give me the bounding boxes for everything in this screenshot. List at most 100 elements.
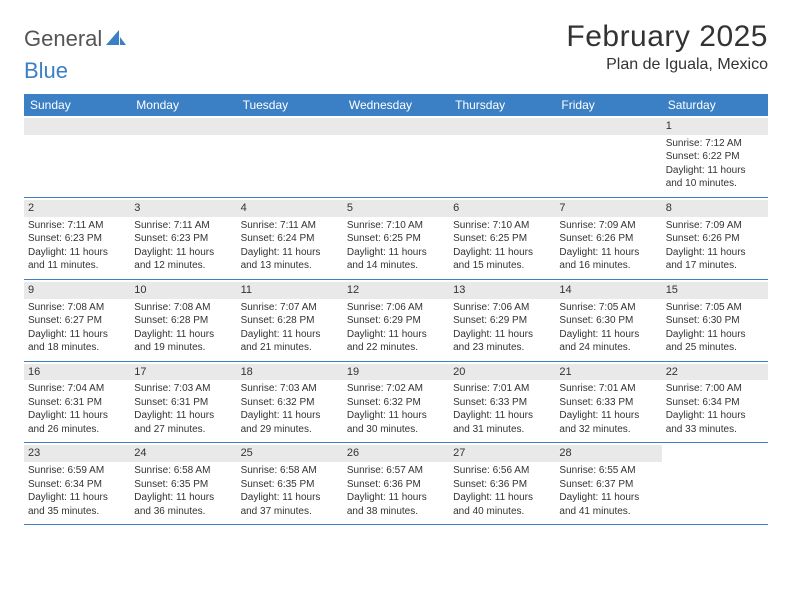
- day1-line: Daylight: 11 hours: [559, 246, 657, 260]
- sunrise-line: Sunrise: 7:06 AM: [347, 301, 445, 315]
- sunset-line: Sunset: 6:32 PM: [241, 396, 339, 410]
- day2-line: and 11 minutes.: [28, 259, 126, 273]
- day2-line: and 16 minutes.: [559, 259, 657, 273]
- day-number: 3: [130, 200, 236, 217]
- sunrise-line: Sunrise: 7:00 AM: [666, 382, 764, 396]
- day-cell: 28Sunrise: 6:55 AMSunset: 6:37 PMDayligh…: [555, 443, 661, 524]
- day2-line: and 22 minutes.: [347, 341, 445, 355]
- day-number: 11: [237, 282, 343, 299]
- day2-line: and 27 minutes.: [134, 423, 232, 437]
- day-number: 27: [449, 445, 555, 462]
- sunrise-line: Sunrise: 6:56 AM: [453, 464, 551, 478]
- day-cell: 11Sunrise: 7:07 AMSunset: 6:28 PMDayligh…: [237, 280, 343, 361]
- sunrise-line: Sunrise: 7:08 AM: [28, 301, 126, 315]
- sunset-line: Sunset: 6:24 PM: [241, 232, 339, 246]
- day1-line: Daylight: 11 hours: [347, 491, 445, 505]
- day2-line: and 24 minutes.: [559, 341, 657, 355]
- day2-line: and 18 minutes.: [28, 341, 126, 355]
- day-cell: 16Sunrise: 7:04 AMSunset: 6:31 PMDayligh…: [24, 362, 130, 443]
- day1-line: Daylight: 11 hours: [453, 491, 551, 505]
- brand-part2: Blue: [24, 58, 68, 84]
- sunrise-line: Sunrise: 7:12 AM: [666, 137, 764, 151]
- day-number: 21: [555, 364, 661, 381]
- sunrise-line: Sunrise: 7:06 AM: [453, 301, 551, 315]
- week-row: 23 Sunrise: 6:59 AMSunset: 6:34 PM Dayligh…: [24, 443, 768, 525]
- day-cell: 21Sunrise: 7:01 AMSunset: 6:33 PMDayligh…: [555, 362, 661, 443]
- day1-line: Daylight: 11 hours: [241, 491, 339, 505]
- sunset-line: Sunset: 6:23 PM: [28, 232, 126, 246]
- day-number: 20: [449, 364, 555, 381]
- day2-line: and 35 minutes.: [28, 505, 126, 519]
- sunrise-line: Sunrise: 7:04 AM: [28, 382, 126, 396]
- day-cell: 2Sunrise: 7:11 AMSunset: 6:23 PMDaylight…: [24, 198, 130, 279]
- sunset-line: Sunset: 6:34 PM: [28, 478, 126, 492]
- day1-line: Daylight: 11 hours: [666, 164, 764, 178]
- day1-line: Daylight: 11 hours: [134, 246, 232, 260]
- sunrise-line: Sunrise: 6:57 AM: [347, 464, 445, 478]
- sunrise-line: Sunrise: 7:03 AM: [134, 382, 232, 396]
- day-cell: 14Sunrise: 7:05 AMSunset: 6:30 PMDayligh…: [555, 280, 661, 361]
- month-title: February 2025: [566, 20, 768, 54]
- weekday-wed: Wednesday: [343, 94, 449, 116]
- calendar-page: General February 2025 Plan de Iguala, Me…: [0, 0, 792, 545]
- day-cell: 23Sunrise: 6:59 AMSunset: 6:34 PMDayligh…: [24, 443, 130, 524]
- sunset-line: Sunset: 6:27 PM: [28, 314, 126, 328]
- day1-line: Daylight: 11 hours: [453, 409, 551, 423]
- sunrise-line: Sunrise: 7:10 AM: [347, 219, 445, 233]
- sunrise-line: Sunrise: 7:08 AM: [134, 301, 232, 315]
- day-cell: 20Sunrise: 7:01 AMSunset: 6:33 PMDayligh…: [449, 362, 555, 443]
- calendar-grid: Sunday Monday Tuesday Wednesday Thursday…: [24, 94, 768, 525]
- sunset-line: Sunset: 6:28 PM: [134, 314, 232, 328]
- weekday-fri: Friday: [555, 94, 661, 116]
- day-cell: 18Sunrise: 7:03 AMSunset: 6:32 PMDayligh…: [237, 362, 343, 443]
- day-number: 26: [343, 445, 449, 462]
- day2-line: and 19 minutes.: [134, 341, 232, 355]
- sunrise-line: Sunrise: 7:03 AM: [241, 382, 339, 396]
- day2-line: and 10 minutes.: [666, 177, 764, 191]
- sunset-line: Sunset: 6:36 PM: [453, 478, 551, 492]
- weeks-container: 1Sunrise: 7:12 AMSunset: 6:22 PMDaylight…: [24, 116, 768, 525]
- day-number: 13: [449, 282, 555, 299]
- sunset-line: Sunset: 6:26 PM: [666, 232, 764, 246]
- day1-line: Daylight: 11 hours: [241, 246, 339, 260]
- sunset-line: Sunset: 6:35 PM: [241, 478, 339, 492]
- day-cell: 17Sunrise: 7:03 AMSunset: 6:31 PMDayligh…: [130, 362, 236, 443]
- week-row: 1Sunrise: 7:12 AMSunset: 6:22 PMDaylight…: [24, 116, 768, 198]
- day1-line: Daylight: 11 hours: [559, 409, 657, 423]
- day1-line: Daylight: 11 hours: [559, 328, 657, 342]
- day-number: 16: [24, 364, 130, 381]
- day-cell: [343, 116, 449, 197]
- day-number: [24, 118, 130, 135]
- day2-line: and 31 minutes.: [453, 423, 551, 437]
- day2-line: and 25 minutes.: [666, 341, 764, 355]
- sunrise-line: Sunrise: 7:01 AM: [559, 382, 657, 396]
- day-cell: 8Sunrise: 7:09 AMSunset: 6:26 PMDaylight…: [662, 198, 768, 279]
- weekday-sun: Sunday: [24, 94, 130, 116]
- day1-line: Daylight: 11 hours: [241, 409, 339, 423]
- day-cell: [555, 116, 661, 197]
- brand-logo: General: [24, 26, 128, 52]
- day-cell: 10Sunrise: 7:08 AMSunset: 6:28 PMDayligh…: [130, 280, 236, 361]
- day2-line: and 23 minutes.: [453, 341, 551, 355]
- day1-line: Daylight: 11 hours: [453, 246, 551, 260]
- sunset-line: Sunset: 6:28 PM: [241, 314, 339, 328]
- day-cell: 6Sunrise: 7:10 AMSunset: 6:25 PMDaylight…: [449, 198, 555, 279]
- day-number: 23: [24, 445, 130, 462]
- sunrise-line: Sunrise: 6:59 AM: [28, 464, 126, 478]
- day1-line: Daylight: 11 hours: [666, 246, 764, 260]
- week-row: 9Sunrise: 7:08 AMSunset: 6:27 PMDaylight…: [24, 280, 768, 362]
- sunset-line: Sunset: 6:23 PM: [134, 232, 232, 246]
- day-cell: 26Sunrise: 6:57 AMSunset: 6:36 PMDayligh…: [343, 443, 449, 524]
- day2-line: and 41 minutes.: [559, 505, 657, 519]
- day1-line: Daylight: 11 hours: [134, 491, 232, 505]
- day-number: 18: [237, 364, 343, 381]
- day2-line: and 30 minutes.: [347, 423, 445, 437]
- day2-line: and 38 minutes.: [347, 505, 445, 519]
- title-block: February 2025 Plan de Iguala, Mexico: [566, 20, 768, 74]
- day-number: 7: [555, 200, 661, 217]
- day-number: 22: [662, 364, 768, 381]
- sunrise-line: Sunrise: 7:01 AM: [453, 382, 551, 396]
- day1-line: Daylight: 11 hours: [347, 409, 445, 423]
- day-number: [449, 118, 555, 135]
- day-cell: [662, 443, 768, 524]
